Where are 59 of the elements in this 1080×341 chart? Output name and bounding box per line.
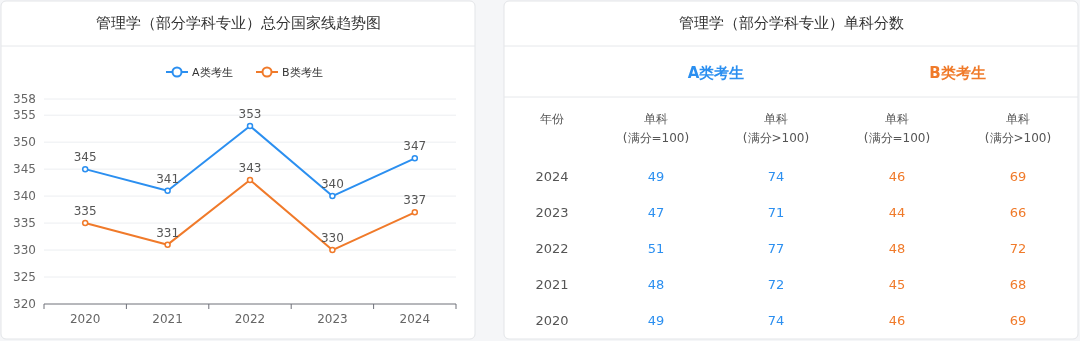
data-label: 340 [320,177,344,192]
data-label: 66 [1009,205,1027,220]
y-tick-label: 345 [13,162,36,177]
y-axis-title: 年份 [540,112,564,126]
data-label: 46 [888,313,906,328]
data-label: 77 [767,241,785,256]
data-label: 69 [1009,313,1027,328]
data-label: 51 [647,241,665,256]
data-label: 48 [888,241,906,256]
data-label: 74 [767,169,785,184]
legend-label: A类考生 [192,66,233,79]
x-tick-label: 2022 [234,312,266,326]
data-label: 48 [647,277,665,292]
text: B类考生 [929,64,986,82]
y-tick-label: 325 [13,270,36,285]
y-tick-label: 340 [13,189,36,204]
y-tick-label: 2021 [535,277,569,292]
y-tick-label: 2022 [535,241,569,256]
y-tick-label: 358 [13,92,36,106]
data-label: 72 [1009,241,1027,256]
data-label: 337 [403,193,427,208]
chart-title: 管理学（部分学科专业）总分国家线趋势图 [95,14,381,32]
x-tick-label: 2024 [399,312,431,326]
data-label: 69 [1009,169,1027,184]
y-tick-label: 335 [13,216,36,231]
data-label: 353 [238,106,262,121]
data-label: 45 [888,277,906,292]
data-label: 71 [767,205,785,220]
data-label: 330 [320,231,344,246]
x-tick-label: 单科 (满分>100) [984,112,1052,145]
x-tick-label: 2021 [152,312,183,326]
y-tick-label: 320 [13,297,36,311]
data-label: 68 [1009,277,1027,292]
x-tick-label: 2020 [69,312,101,326]
data-label: 46 [888,169,906,184]
data-label: 335 [73,204,97,219]
chart-title: 管理学（部分学科专业）单科分数 [678,14,904,32]
y-tick-label: 350 [13,135,36,150]
x-tick-label: 单科 (满分>100) [742,112,810,145]
y-tick-label: 330 [13,243,36,258]
data-label: 49 [647,169,665,184]
data-label: 343 [238,160,262,175]
legend-label: B类考生 [282,66,323,79]
x-tick-label: 单科 (满分=100) [622,112,690,145]
y-tick-label: 2024 [535,169,569,184]
x-tick-label: 单科 (满分=100) [863,112,931,145]
data-label: 341 [156,171,180,186]
data-label: 47 [647,205,665,220]
data-label: 347 [403,139,427,154]
data-label: 345 [73,150,97,165]
data-label: 72 [767,277,785,292]
y-tick-label: 2023 [535,205,569,220]
data-label: 331 [156,225,180,240]
data-label: 74 [767,313,785,328]
x-tick-label: 2023 [317,312,348,326]
data-label: 44 [888,205,906,220]
y-tick-label: 355 [13,108,36,123]
text: A类考生 [687,64,745,82]
data-label: 49 [647,313,665,328]
